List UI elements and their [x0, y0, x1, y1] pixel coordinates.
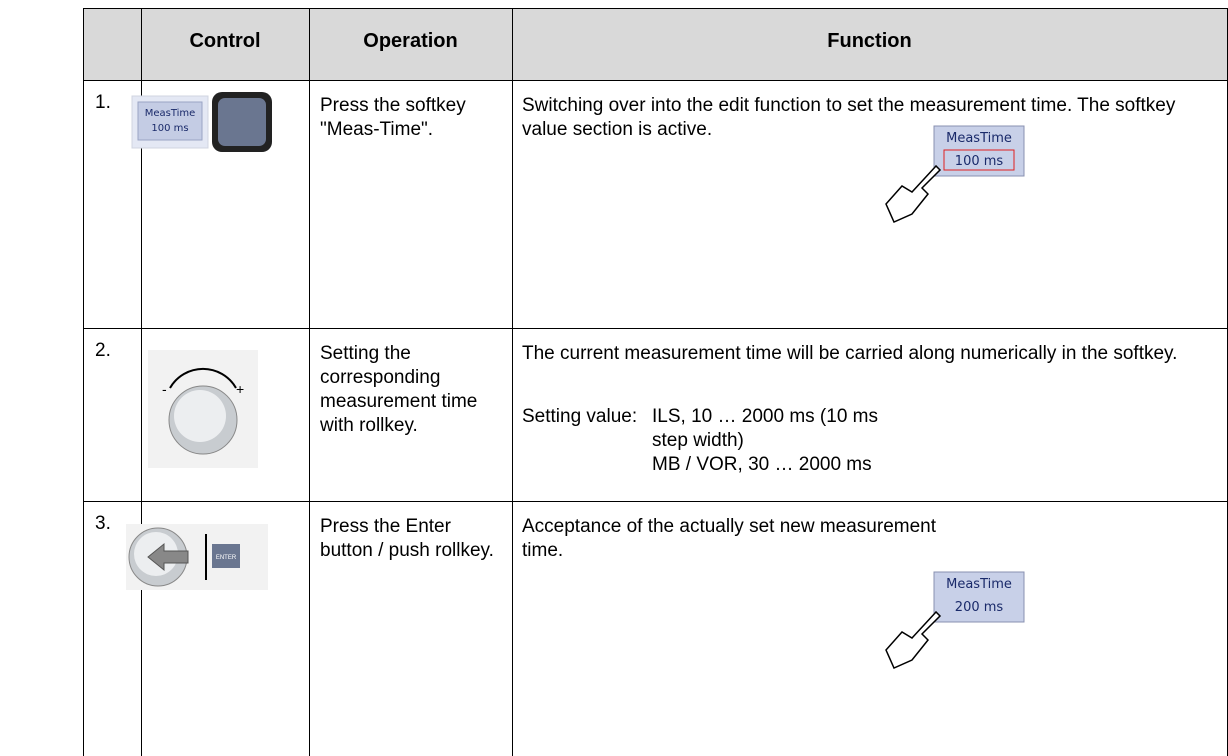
softkey-label: MeasTime: [145, 108, 196, 119]
rule: [83, 328, 1228, 329]
softkey-icon: MeasTime 100 ms: [131, 92, 272, 152]
header-cell: Function: [827, 30, 912, 52]
softkey-label: MeasTime: [946, 131, 1012, 146]
svg-text:+: +: [236, 381, 244, 397]
operation-text: Press the softkey "Meas-Time".: [320, 95, 466, 140]
softkey-value: 100 ms: [955, 154, 1004, 169]
operation-text: Press the Enter button / push rollkey.: [320, 516, 494, 561]
setting-label: Setting value:: [522, 406, 638, 427]
key-label: ENTER: [216, 555, 237, 561]
softkey-hand-icon: MeasTime 200 ms: [885, 571, 1025, 669]
row-number: 2.: [95, 340, 111, 361]
rule: [83, 8, 84, 756]
operation-text: Setting the corresponding measurement ti…: [320, 343, 478, 436]
rule: [83, 501, 1228, 502]
rule: [141, 8, 142, 756]
softkey-value: 200 ms: [955, 600, 1004, 615]
row-number: 1.: [95, 92, 111, 113]
softkey-label: MeasTime: [946, 577, 1012, 592]
function-text: The current measurement time will be car…: [522, 343, 1178, 364]
header-row: [83, 8, 1228, 80]
rule: [83, 80, 1228, 81]
setting-value: ILS, 10 … 2000 ms (10 ms step width): [652, 406, 878, 451]
softkey-value: 100 ms: [151, 123, 188, 134]
rule: [512, 8, 513, 756]
softkey-hand-icon: MeasTime 100 ms: [885, 125, 1025, 223]
setting-value: MB / VOR, 30 … 2000 ms: [652, 454, 872, 475]
rollkey-icon: - +: [148, 350, 258, 468]
rule: [309, 8, 310, 756]
header-cell: Control: [189, 30, 261, 52]
header-cell: Operation: [363, 30, 458, 52]
function-text: Switching over into the edit function to…: [522, 95, 1176, 140]
rule: [83, 8, 1228, 9]
function-text: Acceptance of the actually set new meas­…: [522, 516, 937, 561]
row-number: 3.: [95, 513, 111, 534]
svg-text:-: -: [162, 381, 167, 397]
enter-icon: ENTER: [126, 524, 268, 590]
